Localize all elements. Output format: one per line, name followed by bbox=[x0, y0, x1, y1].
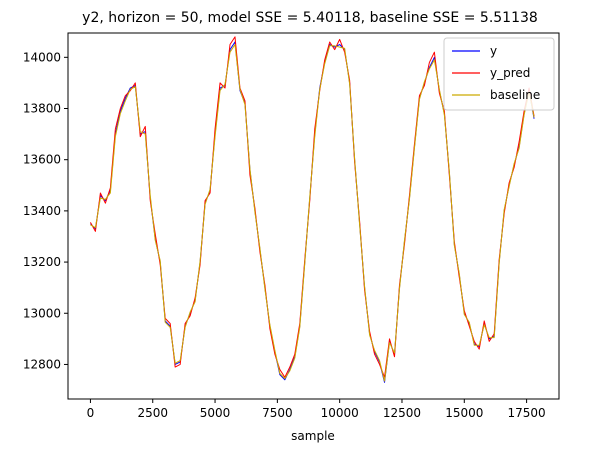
x-tick-label: 7500 bbox=[262, 406, 293, 420]
legend-box bbox=[443, 37, 555, 111]
y-tick-label: 14000 bbox=[23, 50, 61, 64]
legend-label-y: y bbox=[490, 44, 497, 58]
x-tick-label: 10000 bbox=[321, 406, 359, 420]
y-axis: 12800 13000 13200 13400 13600 13800 14000 bbox=[23, 50, 68, 371]
legend-label-baseline: baseline bbox=[490, 88, 540, 102]
chart-title: y2, horizon = 50, model SSE = 5.40118, b… bbox=[82, 10, 538, 26]
legend: y y_pred baseline bbox=[443, 37, 555, 111]
y-tick-label: 13800 bbox=[23, 102, 61, 116]
series-line-baseline bbox=[90, 44, 535, 382]
legend-label-y-pred: y_pred bbox=[490, 66, 530, 80]
series-layer bbox=[89, 36, 535, 383]
plot-area-frame bbox=[67, 32, 560, 400]
x-tick-label: 15000 bbox=[445, 406, 483, 420]
y-tick-label: 12800 bbox=[23, 357, 61, 371]
x-tick-label: 0 bbox=[87, 406, 95, 420]
x-axis-label: sample bbox=[291, 429, 335, 443]
y-tick-label: 13200 bbox=[23, 255, 61, 269]
x-tick-label: 12500 bbox=[383, 406, 421, 420]
x-tick-label: 5000 bbox=[200, 406, 231, 420]
x-tick-label: 2500 bbox=[137, 406, 168, 420]
x-axis: 0 2500 5000 7500 10000 12500 15000 17500 bbox=[87, 399, 546, 420]
y-tick-label: 13000 bbox=[23, 306, 61, 320]
y-tick-label: 13400 bbox=[23, 204, 61, 218]
y-tick-label: 13600 bbox=[23, 153, 61, 167]
x-tick-label: 17500 bbox=[508, 406, 546, 420]
